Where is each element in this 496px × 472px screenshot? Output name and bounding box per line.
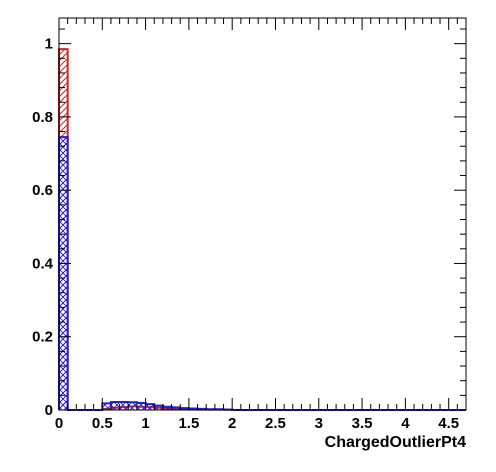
- histogram-bar: [119, 401, 129, 410]
- x-axis-title: ChargedOutlierPt4: [325, 434, 466, 451]
- histogram-bar: [59, 137, 68, 410]
- y-tick-label: 0.8: [32, 109, 53, 126]
- x-tick-label: 1.5: [178, 415, 199, 432]
- histogram-bar: [102, 403, 111, 410]
- y-tick-label: 0.6: [32, 182, 53, 199]
- x-tick-label: 4: [401, 415, 410, 432]
- y-tick-label: 0.2: [32, 329, 53, 346]
- histogram-bar: [154, 405, 163, 410]
- y-tick-label: 1: [45, 36, 53, 53]
- x-tick-label: 2: [228, 415, 236, 432]
- plot-frame: [58, 17, 467, 411]
- y-tick-label: 0: [45, 402, 53, 419]
- histogram-outline: [58, 48, 466, 411]
- histogram-outline: [58, 136, 466, 411]
- x-tick-label: 0.5: [92, 415, 113, 432]
- y-tick-label: 0.4: [32, 255, 54, 272]
- x-tick-label: 2.5: [265, 415, 286, 432]
- histogram-bar: [128, 402, 137, 410]
- histogram-bar: [110, 401, 120, 410]
- bars-layer: [58, 48, 466, 411]
- histogram-bar: [136, 403, 146, 410]
- histogram-bar: [171, 407, 181, 410]
- x-tick-label: 4.5: [438, 415, 459, 432]
- histogram-bar: [145, 404, 155, 410]
- x-tick-label: 3: [315, 415, 323, 432]
- x-tick-label: 1: [141, 415, 149, 432]
- x-tick-label: 3.5: [352, 415, 373, 432]
- histogram-bar: [162, 406, 172, 410]
- axes-layer: 0 0.5 1 1.5 2 2.5 3 3.5 4 4.5 0 0.2 0.4 0.6 0.8 1: [32, 17, 467, 432]
- x-tick-label: 0: [55, 415, 63, 432]
